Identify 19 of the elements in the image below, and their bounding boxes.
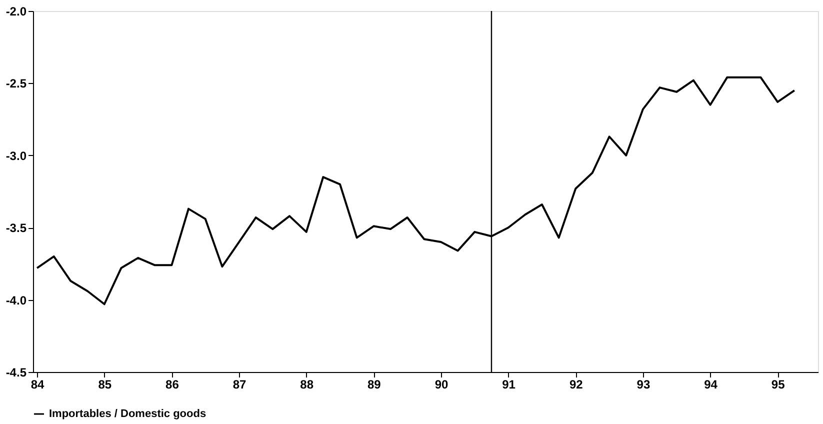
y-tick-label: -3.0 xyxy=(6,148,27,163)
x-tick-label: 85 xyxy=(98,378,112,392)
x-tick-label: 92 xyxy=(569,378,584,392)
x-tick-label: 89 xyxy=(367,378,382,392)
y-tick-label: -4.0 xyxy=(6,293,27,308)
x-tick-label: 91 xyxy=(502,378,516,392)
x-tick-label: 86 xyxy=(166,378,180,392)
x-tick-label: 94 xyxy=(704,378,718,392)
x-tick-label: 93 xyxy=(636,378,650,392)
x-tick-label: 87 xyxy=(232,378,247,392)
y-tick-label: -2.5 xyxy=(6,76,27,91)
x-tick-label: 95 xyxy=(771,378,786,392)
x-tick-label: 84 xyxy=(30,378,45,392)
y-tick-label: -4.5 xyxy=(6,366,27,380)
x-tick-label: 88 xyxy=(300,378,314,392)
x-tick-label: 90 xyxy=(434,378,448,392)
y-tick-label: -3.5 xyxy=(6,221,27,236)
legend-label: Importables / Domestic goods xyxy=(49,408,206,420)
y-tick-label: -2.0 xyxy=(6,4,27,18)
